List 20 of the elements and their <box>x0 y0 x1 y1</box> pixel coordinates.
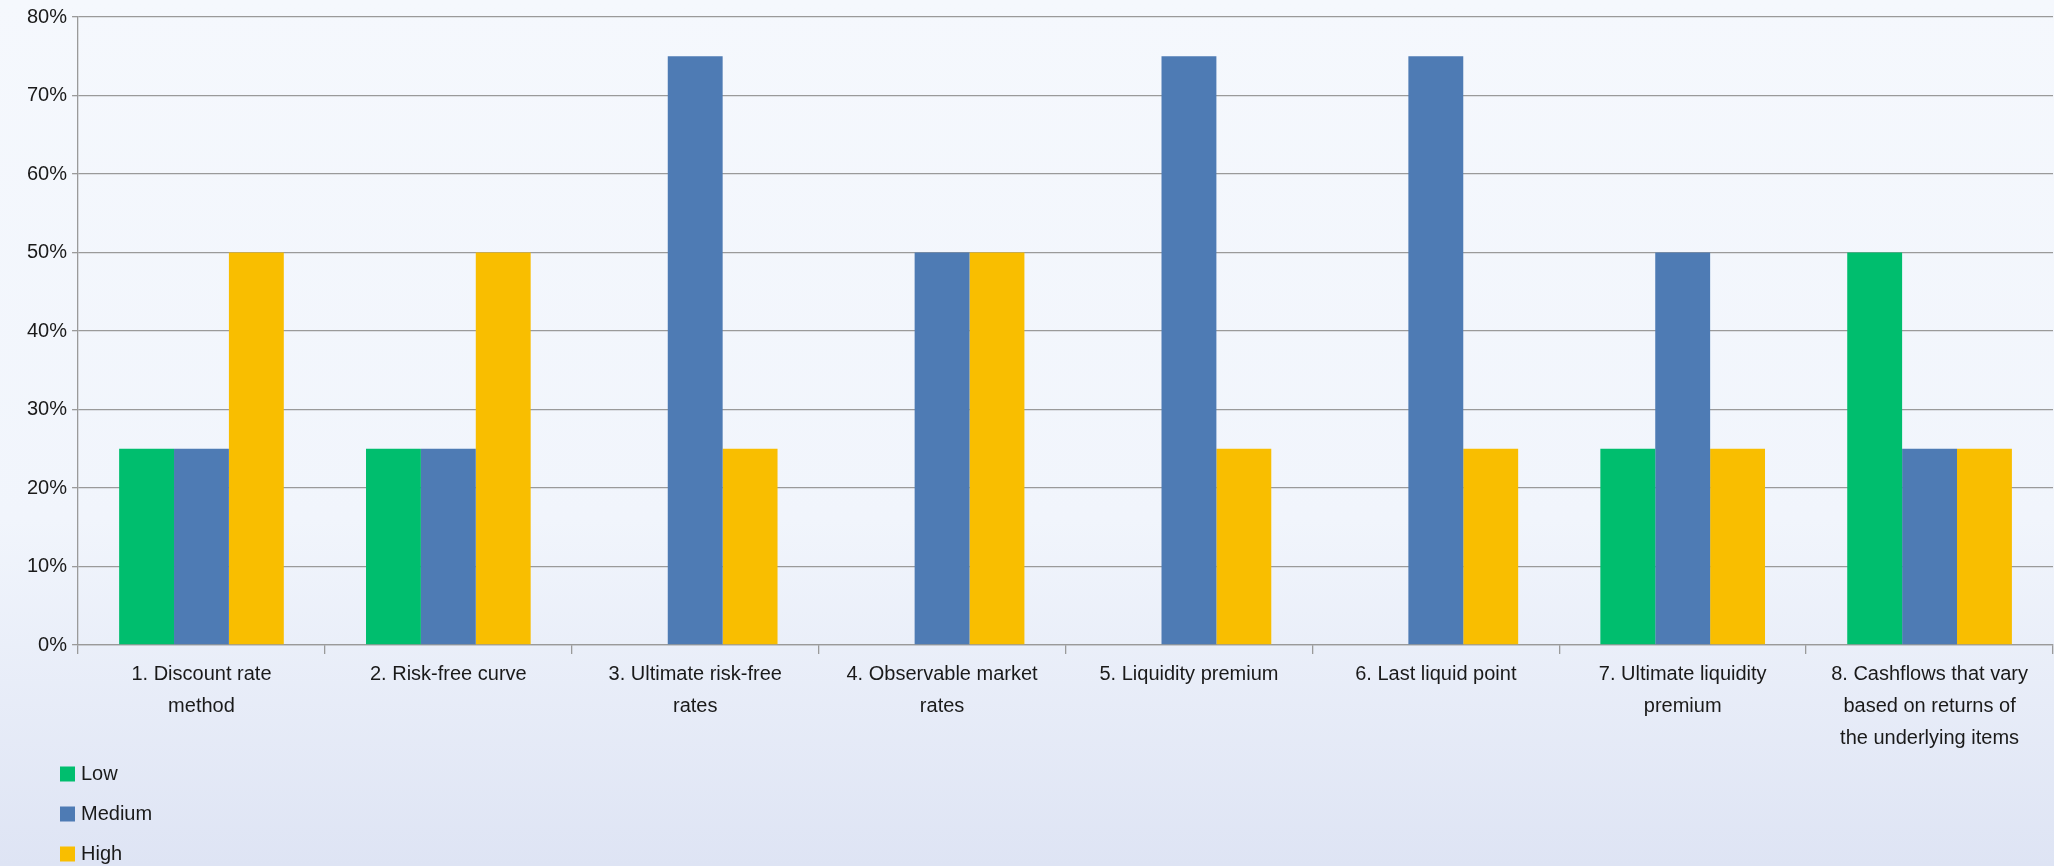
y-tick-label: 60% <box>27 161 68 184</box>
y-tick-label: 80% <box>27 4 68 27</box>
x-tick-label: 3. Ultimate risk-free rates <box>608 661 782 716</box>
y-tick-label: 0% <box>38 632 68 655</box>
x-tick-label: 2. Risk-free curve <box>369 661 527 684</box>
x-tick-label: 1. Discount rate method <box>131 661 272 716</box>
y-tick-label: 70% <box>27 83 68 106</box>
y-tick-label: 10% <box>27 554 68 577</box>
x-tick-label: 8. Cashflows that vary based on returns of the underlying items <box>1831 661 2028 748</box>
y-tick-label: 30% <box>27 397 68 420</box>
y-tick-label: 50% <box>27 240 68 263</box>
x-tick-label: 5. Liquidity premium <box>1099 661 1279 684</box>
y-tick-label: 20% <box>27 475 68 498</box>
x-tick-label: 7. Ultimate liquidity premium <box>1598 661 1767 716</box>
legend-label: Medium <box>81 801 153 824</box>
x-tick-label: 6. Last liquid point <box>1355 661 1517 684</box>
y-tick-label: 40% <box>27 318 68 341</box>
x-tick-label: 4. Observable market rates <box>846 661 1039 716</box>
legend-label: High <box>81 841 123 864</box>
legend-label: Low <box>81 761 119 784</box>
